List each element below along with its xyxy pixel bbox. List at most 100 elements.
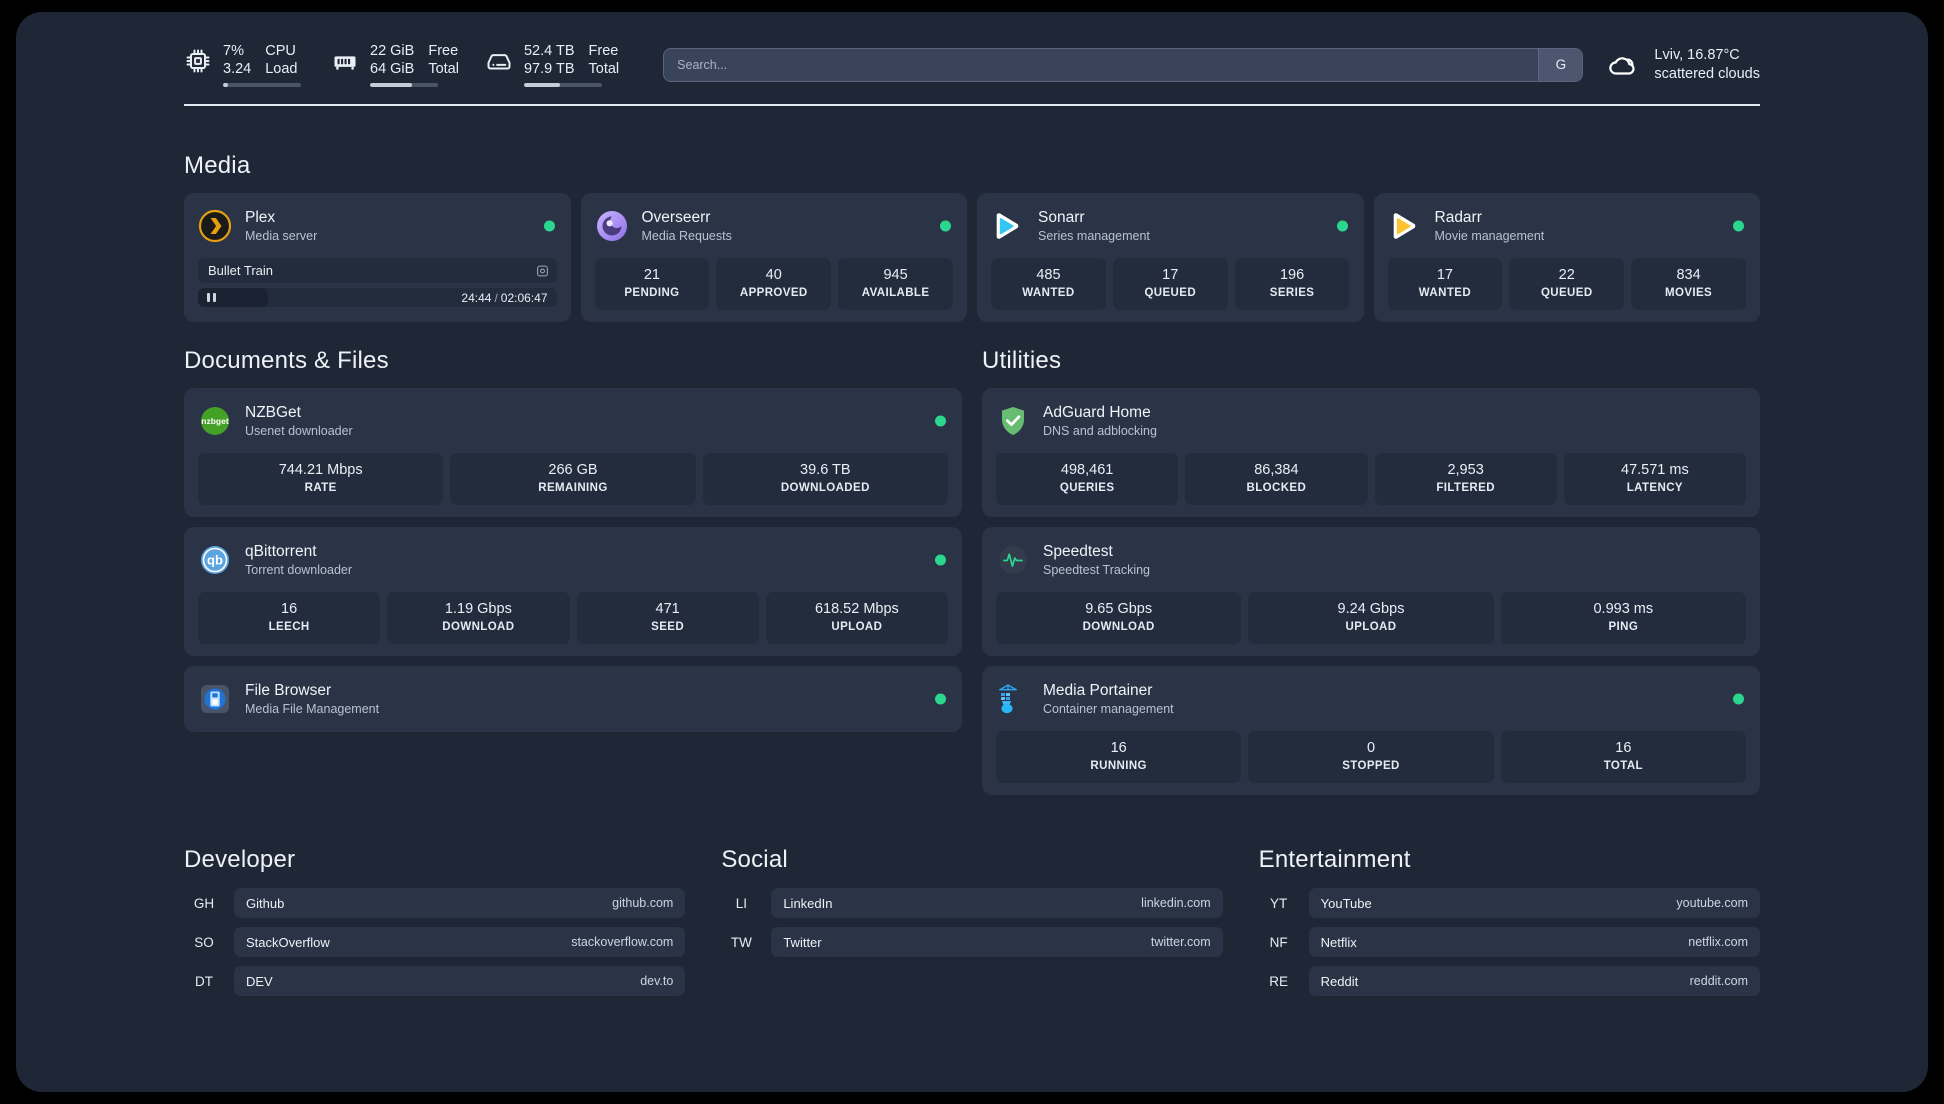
stat-label: LATENCY <box>1626 482 1683 494</box>
service-card-filebrowser[interactable]: File Browser Media File Management <box>184 666 962 732</box>
card-stats: 17 WANTED 22 QUEUED 834 MOVIES <box>1387 258 1747 310</box>
service-card-speedtest[interactable]: Speedtest Speedtest Tracking 9.65 Gbps D… <box>982 527 1760 656</box>
stat-item: 21 PENDING <box>594 258 710 310</box>
bookmark-link[interactable]: StackOverflow stackoverflow.com <box>234 927 686 957</box>
service-card-adguard[interactable]: AdGuard Home DNS and adblocking 498,461 … <box>982 388 1760 517</box>
bookmark-link[interactable]: YouTube youtube.com <box>1308 888 1760 918</box>
service-desc: Usenet downloader <box>245 424 353 438</box>
bookmark-link[interactable]: Netflix netflix.com <box>1308 927 1760 957</box>
bookmark-abbr: GH <box>193 895 215 911</box>
stat-value: 266 GB <box>548 462 598 478</box>
stat-item: 744.21 Mbps RATE <box>198 453 444 505</box>
service-name: Overseerr <box>641 209 711 226</box>
disk-free-value: 52.4 TB <box>523 43 575 59</box>
stat-item: 2,953 FILTERED <box>1374 453 1557 505</box>
service-card-sonarr[interactable]: Sonarr Series management 485 WANTED 17 Q… <box>977 193 1364 322</box>
bookmark-name: Reddit <box>1320 973 1359 989</box>
service-card-portainer[interactable]: Media Portainer Container management 16 … <box>982 666 1760 795</box>
bookmark-link[interactable]: Reddit reddit.com <box>1308 966 1760 996</box>
card-stats: 21 PENDING 40 APPROVED 945 AVAILABLE <box>594 258 954 310</box>
service-card-radarr[interactable]: Radarr Movie management 17 WANTED 22 QUE… <box>1373 193 1760 322</box>
card-stats: 16 RUNNING 0 STOPPED 16 TOTAL <box>996 731 1746 783</box>
service-card-qbittorrent[interactable]: qb qBittorrent Torrent downloader 16 LEE… <box>184 527 962 656</box>
card-stats: 9.65 Gbps DOWNLOAD 9.24 Gbps UPLOAD 0.99… <box>996 592 1746 644</box>
card-stats: 485 WANTED 17 QUEUED 196 SERIES <box>991 258 1350 310</box>
speedtest-pulse-icon <box>996 543 1030 577</box>
bookmark-link[interactable]: Github github.com <box>234 888 686 918</box>
stat-label: QUERIES <box>1059 482 1115 494</box>
stat-item: 9.24 Gbps UPLOAD <box>1248 592 1494 644</box>
stat-value: 39.6 TB <box>800 462 851 478</box>
stat-value: 17 <box>1162 267 1179 283</box>
status-indicator <box>935 554 946 566</box>
pause-icon[interactable] <box>207 293 216 302</box>
bookmark-url: github.com <box>612 896 674 910</box>
memory-free-value: 22 GiB <box>370 43 415 59</box>
stat-label: WANTED <box>1022 287 1075 299</box>
stat-label: WANTED <box>1418 287 1472 299</box>
nzbget-icon: nzbget <box>198 404 232 438</box>
stat-label: APPROVED <box>739 287 808 299</box>
section-documents: Documents & Files nzbget NZBGet U <box>184 347 962 795</box>
cpu-chip-icon <box>184 47 212 75</box>
mid-section: Documents & Files nzbget NZBGet U <box>184 347 1760 795</box>
service-desc: Media server <box>245 229 318 243</box>
disk-total-value: 97.9 TB <box>523 61 575 77</box>
stat-value: 2,953 <box>1447 462 1484 478</box>
stat-item: 1.19 Gbps DOWNLOAD <box>387 592 570 644</box>
bookmark-link[interactable]: LinkedIn linkedin.com <box>771 888 1223 918</box>
stat-item: 618.52 Mbps UPLOAD <box>765 592 948 644</box>
service-desc: Container management <box>1043 702 1174 716</box>
card-header: Radarr Movie management <box>1388 205 1747 247</box>
system-stat-cpu: 7% 3.24 CPU Load <box>184 42 301 87</box>
documents-card-list: nzbget NZBGet Usenet downloader 744.21 M… <box>184 388 962 732</box>
stat-value: 16 <box>1615 740 1632 756</box>
bookmark-row: NF Netflix netflix.com <box>1259 927 1760 957</box>
bookmark-list: LI LinkedIn linkedin.com TW Twitter twit… <box>721 888 1223 957</box>
stat-value: 9.24 Gbps <box>1337 601 1405 617</box>
bookmark-url: stackoverflow.com <box>571 935 674 949</box>
stat-item: 834 MOVIES <box>1631 258 1746 310</box>
service-card-plex[interactable]: Plex Media server Bullet Train <box>184 193 571 322</box>
stat-item: 86,384 BLOCKED <box>1185 453 1368 505</box>
qbittorrent-icon: qb <box>198 543 232 577</box>
stat-item: 22 QUEUED <box>1509 258 1625 310</box>
service-card-overseerr[interactable]: Overseerr Media Requests 21 PENDING 40 A… <box>580 193 967 322</box>
cpu-usage-label: CPU <box>265 43 296 59</box>
settings-icon[interactable] <box>536 264 549 277</box>
stat-label: UPLOAD <box>1345 621 1397 633</box>
bookmark-link[interactable]: DEV dev.to <box>234 966 686 996</box>
bookmark-url: netflix.com <box>1688 935 1748 949</box>
service-desc: Media Requests <box>641 229 732 243</box>
now-playing: Bullet Train 24:44/02:06:47 <box>198 258 557 307</box>
bookmark-url: youtube.com <box>1676 896 1748 910</box>
bookmark-group-entertainment: Entertainment YT YouTube youtube.com NF … <box>1259 846 1760 996</box>
now-playing-progress-row[interactable]: 24:44/02:06:47 <box>198 288 557 307</box>
card-header: AdGuard Home DNS and adblocking <box>996 400 1746 442</box>
search-input[interactable] <box>664 48 1539 81</box>
search-engine-key[interactable]: G <box>1538 48 1583 81</box>
stat-item: 0 STOPPED <box>1248 731 1494 783</box>
weather-location-temp: Lviv, 16.87°C <box>1654 46 1740 63</box>
bookmark-group-title: Social <box>721 846 788 873</box>
bookmark-link[interactable]: Twitter twitter.com <box>771 927 1223 957</box>
status-indicator <box>1733 693 1744 705</box>
stat-label: PENDING <box>624 287 680 299</box>
bookmark-abbr: RE <box>1269 973 1289 989</box>
service-desc: Movie management <box>1434 229 1545 243</box>
stat-item: 196 SERIES <box>1234 258 1350 310</box>
sonarr-icon <box>991 209 1025 243</box>
status-indicator <box>543 220 555 232</box>
service-desc: DNS and adblocking <box>1043 424 1157 438</box>
elapsed-time: 24:44 <box>461 290 492 305</box>
cpu-load-label: Load <box>265 61 298 77</box>
stat-label: FILTERED <box>1436 482 1495 494</box>
stat-item: 471 SEED <box>576 592 759 644</box>
bookmark-abbr: NF <box>1269 934 1288 950</box>
search-box[interactable]: G <box>663 47 1584 82</box>
service-card-nzbget[interactable]: nzbget NZBGet Usenet downloader 744.21 M… <box>184 388 962 517</box>
weather-widget[interactable]: Lviv, 16.87°C scattered clouds <box>1605 47 1760 83</box>
stat-label: UPLOAD <box>831 621 883 633</box>
media-card-grid: Plex Media server Bullet Train <box>184 193 1760 322</box>
service-name: qBittorrent <box>245 543 317 560</box>
